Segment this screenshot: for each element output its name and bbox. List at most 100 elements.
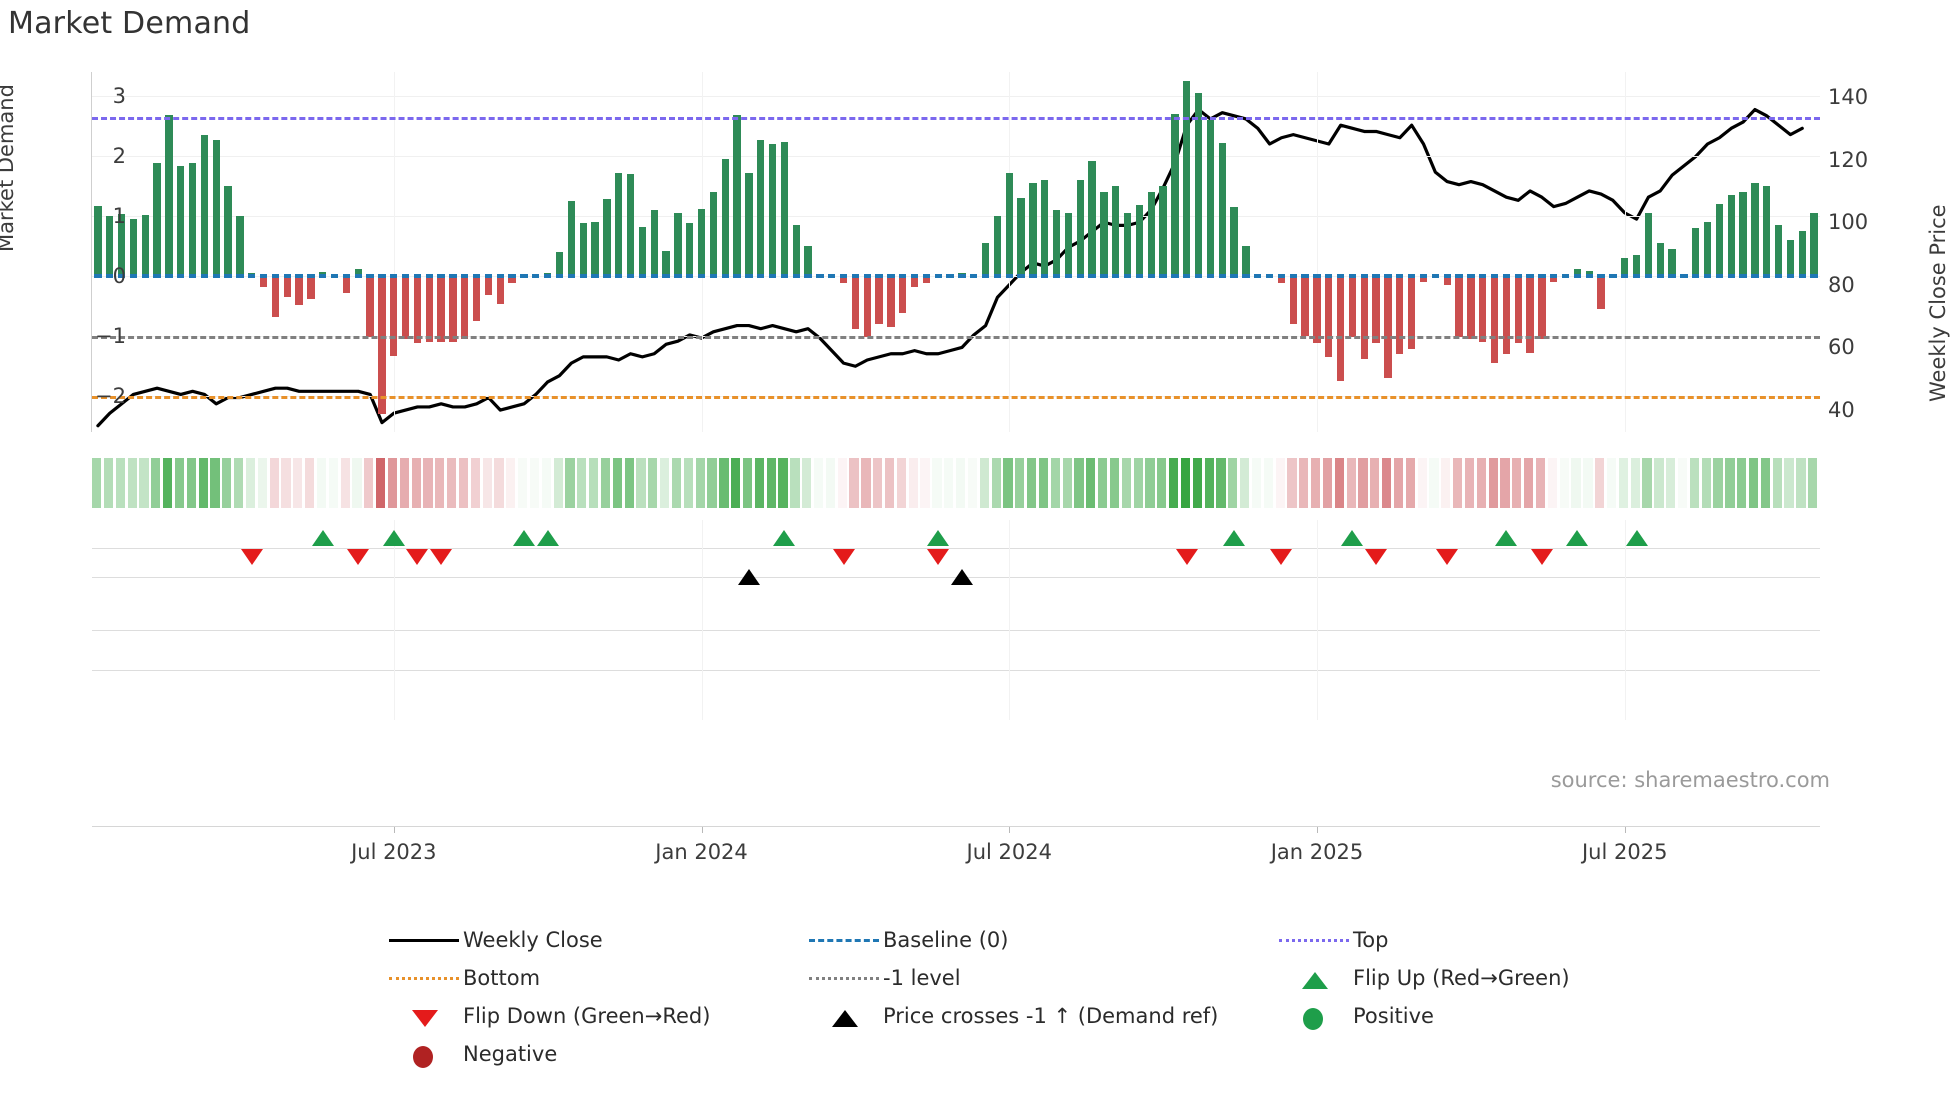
baseline-tick (1277, 274, 1286, 278)
marker-panel (92, 520, 1820, 720)
baseline-tick (449, 274, 457, 278)
demand-bar (401, 276, 410, 339)
legend-item[interactable]: Flip Down (Green→Red) (385, 1001, 805, 1031)
heat-cell (506, 458, 516, 508)
legend-item[interactable]: Negative (385, 1039, 805, 1069)
legend-symbol-glyph (809, 977, 879, 980)
demand-bar (354, 268, 362, 276)
baseline-tick (1479, 274, 1487, 278)
baseline-tick (1431, 274, 1439, 278)
demand-bar (1159, 186, 1167, 276)
legend-label: Weekly Close (463, 928, 603, 952)
demand-bar (875, 276, 883, 324)
baseline-tick (851, 274, 860, 278)
legend-item[interactable]: Positive (1275, 1001, 1635, 1031)
heat-cell (1346, 458, 1356, 508)
demand-bar (390, 276, 398, 356)
demand-bar (1763, 186, 1771, 276)
heat-cell (1701, 458, 1711, 508)
baseline-tick (1005, 274, 1013, 278)
legend-label: Bottom (463, 966, 541, 990)
legend-item[interactable]: Top (1275, 925, 1635, 955)
demand-bar (1810, 213, 1818, 276)
demand-bar (674, 213, 682, 276)
heat-cell (234, 458, 244, 508)
marker-panel-rule (92, 670, 1820, 671)
baseline-tick (1159, 274, 1167, 278)
demand-bar (106, 216, 114, 276)
legend-label: Price crosses -1 ↑ (Demand ref) (883, 1004, 1219, 1028)
heat-cell (470, 458, 480, 508)
heat-cell (1109, 458, 1120, 508)
baseline-tick (638, 274, 646, 278)
baseline-tick (1751, 274, 1759, 278)
heat-cell (1547, 458, 1557, 508)
x-tick-label: Jul 2023 (351, 840, 437, 864)
demand-bar (662, 250, 670, 276)
heat-cell (849, 458, 859, 508)
heat-cell (612, 458, 622, 508)
demand-bar (1135, 205, 1144, 276)
flip-up-marker (1495, 530, 1518, 546)
heat-cell (198, 458, 208, 508)
demand-bar (863, 276, 871, 338)
legend-item[interactable]: Flip Up (Red→Green) (1275, 963, 1635, 993)
baseline-tick (1017, 274, 1025, 278)
y-tick-right: 80 (1828, 272, 1855, 297)
heat-cell (316, 458, 327, 508)
gridline-vertical (1009, 520, 1011, 720)
heat-cell (269, 458, 279, 508)
heat-cell (1405, 458, 1415, 508)
demand-bar (295, 276, 303, 305)
price-cross-marker (737, 569, 760, 585)
baseline-tick (496, 274, 504, 278)
heat-cell (660, 458, 670, 508)
gridline-vertical (1316, 520, 1318, 720)
heat-cell (648, 458, 658, 508)
heat-cell (92, 458, 102, 508)
x-tick-label: Jan 2024 (655, 840, 748, 864)
baseline-tick (970, 274, 978, 278)
gridline-horizontal (92, 96, 1820, 97)
demand-bar (461, 276, 469, 339)
baseline-tick (413, 274, 422, 278)
baseline-tick (342, 274, 351, 278)
demand-bar (307, 276, 315, 299)
baseline-tick (686, 274, 694, 278)
heat-cell (1027, 458, 1037, 508)
demand-bar (1112, 186, 1120, 276)
heat-cell (1808, 458, 1818, 508)
heat-cell (861, 458, 871, 508)
legend-item[interactable]: Baseline (0) (805, 925, 1275, 955)
y-tick-right: 60 (1828, 335, 1855, 360)
heat-cell (967, 458, 978, 508)
heat-cell (245, 458, 256, 508)
legend-item[interactable]: Weekly Close (385, 925, 805, 955)
y-tick-right: 100 (1828, 210, 1869, 235)
baseline-tick (745, 274, 753, 278)
legend-item[interactable]: Bottom (385, 963, 805, 993)
heat-cell (518, 458, 528, 508)
baseline-tick (1561, 274, 1570, 278)
baseline-tick (1668, 274, 1676, 278)
legend-item[interactable]: Price crosses -1 ↑ (Demand ref) (805, 1001, 1275, 1031)
baseline-tick (1739, 274, 1747, 278)
heat-cell (1157, 458, 1167, 508)
demand-bar (117, 213, 126, 276)
legend-label: Flip Up (Red→Green) (1353, 966, 1570, 990)
demand-bar (366, 276, 374, 338)
baseline-tick (1467, 274, 1475, 278)
baseline-tick (768, 274, 777, 278)
baseline-tick (129, 274, 138, 278)
demand-bar (1550, 276, 1558, 282)
flip-down-marker (927, 549, 950, 565)
baseline-tick (1123, 274, 1132, 278)
demand-bar (449, 276, 457, 342)
page-title: Market Demand (8, 6, 251, 41)
reference-line-minus-one (92, 336, 1820, 339)
legend-item[interactable]: -1 level (805, 963, 1275, 993)
demand-bar (484, 276, 493, 296)
circle-icon (1275, 1004, 1353, 1030)
heat-cell (1216, 458, 1226, 508)
heat-cell (742, 458, 753, 508)
